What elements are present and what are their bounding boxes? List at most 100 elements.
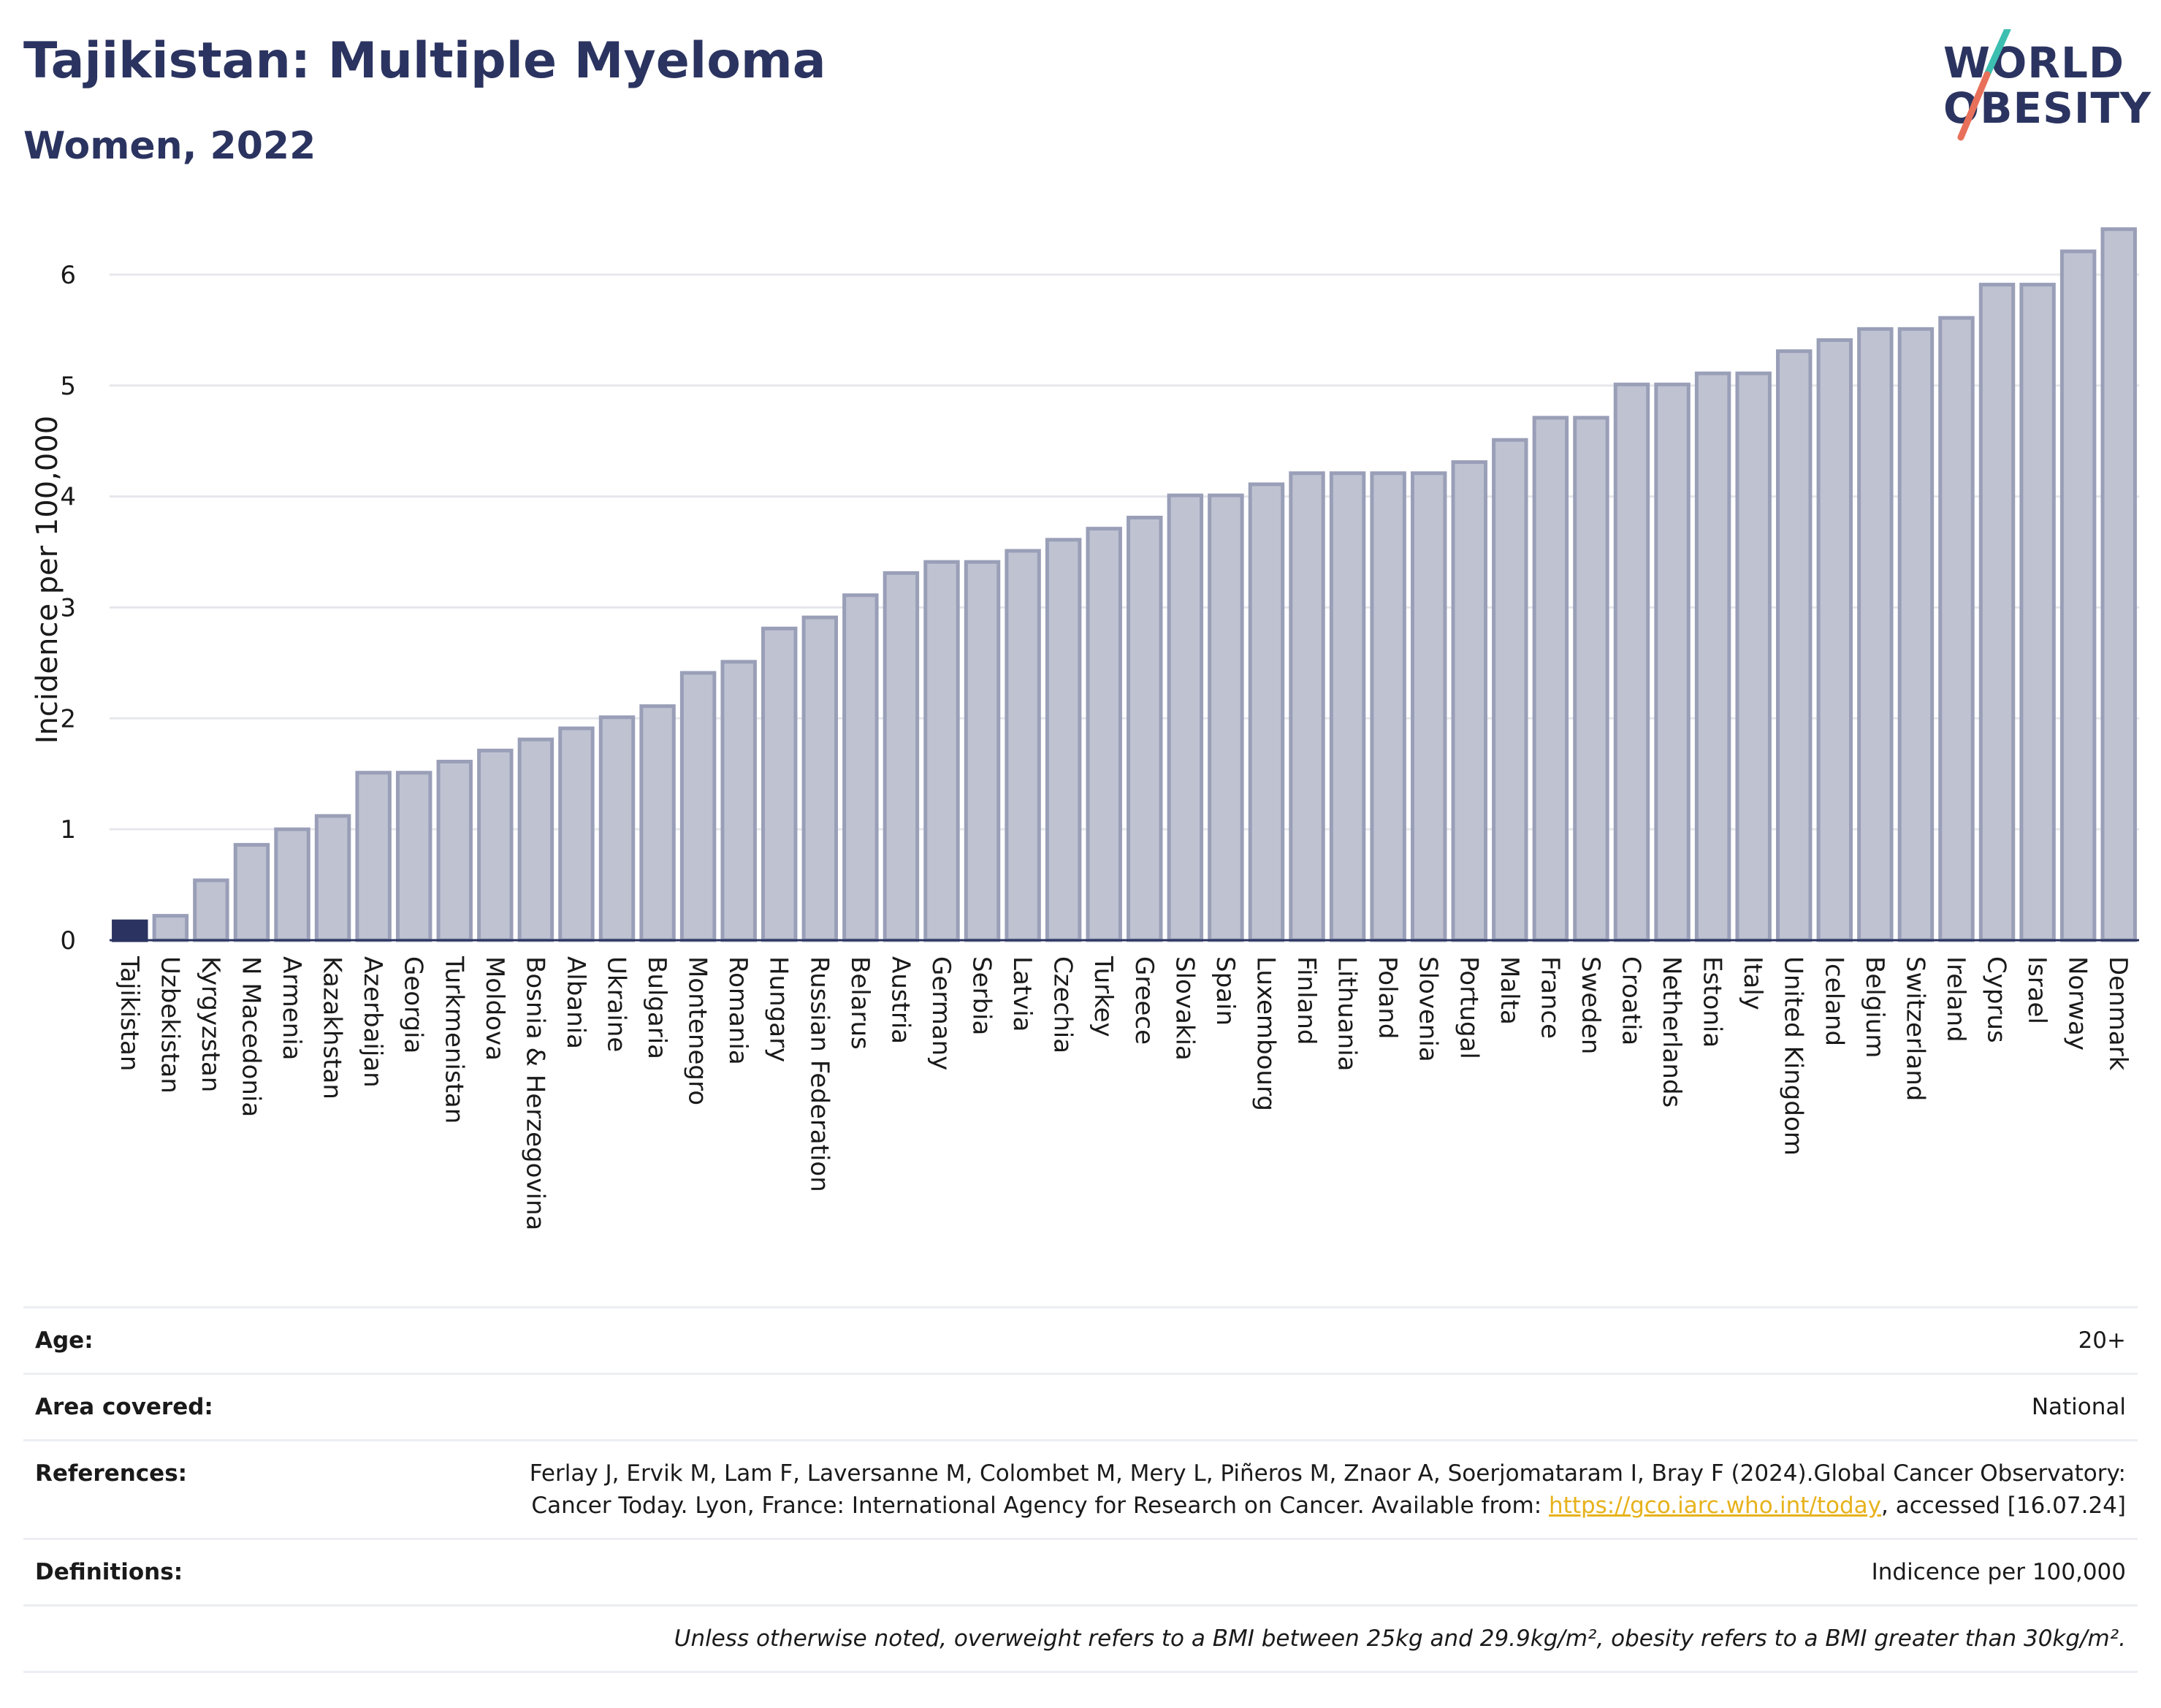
x-tick-label: Austria: [885, 956, 915, 1044]
bar-ireland: [1938, 316, 1975, 942]
references-value: Ferlay J, Ervik M, Lam F, Laversanne M, …: [519, 1457, 2126, 1522]
y-tick-label: 1: [60, 815, 76, 845]
x-tick-label: Poland: [1373, 956, 1402, 1040]
x-axis-labels: Tajikistan Uzbekistan Kyrgyzstan N Macedoni…: [115, 956, 2133, 1230]
x-tick-label: Belgium: [1860, 956, 1889, 1058]
x-tick-label: France: [1535, 956, 1564, 1039]
age-label: Age:: [35, 1327, 94, 1354]
bar-malta: [1492, 438, 1528, 942]
info-table: Age: 20+ Area covered: National Referenc…: [23, 1306, 2138, 1673]
logo-slash-icon: [1957, 29, 2011, 141]
y-tick-label: 4: [60, 483, 76, 512]
bar-poland: [1370, 471, 1406, 942]
bar-bulgaria: [639, 704, 676, 942]
x-tick-label: Montenegro: [683, 956, 712, 1105]
bar-belgium: [1857, 327, 1894, 942]
bar-finland: [1289, 471, 1325, 942]
x-tick-label: Serbia: [967, 956, 996, 1035]
x-tick-label: Belarus: [845, 956, 874, 1050]
bar-latvia: [1005, 549, 1041, 942]
x-tick-label: Malta: [1495, 956, 1524, 1025]
age-row: Age: 20+: [23, 1306, 2138, 1373]
bar-bosnia-herzegovina: [517, 737, 554, 942]
bar-turkey: [1086, 527, 1122, 942]
bar-estonia: [1694, 371, 1731, 942]
references-link[interactable]: https://gco.iarc.who.int/today: [1549, 1492, 1881, 1519]
bar-turkmenistan: [436, 760, 473, 942]
x-tick-label: Ukraine: [602, 956, 631, 1052]
world-obesity-logo: WORLD OBESITY: [1921, 29, 2151, 155]
bar-ukraine: [598, 715, 636, 942]
bar-georgia: [395, 771, 432, 942]
x-tick-label: Kyrgyzstan: [196, 956, 225, 1092]
bar-montenegro: [679, 671, 717, 942]
bar-austria: [883, 571, 920, 942]
references-tail: , accessed [16.07.24]: [1880, 1492, 2126, 1519]
bar-hungary: [761, 626, 798, 942]
x-tick-label: Turkey: [1089, 956, 1118, 1037]
x-tick-label: Finland: [1292, 956, 1321, 1045]
x-tick-label: Kazakhstan: [318, 956, 347, 1099]
references-text: Ferlay J, Ervik M, Lam F, Laversanne M, …: [529, 1460, 2126, 1519]
area-value: National: [2031, 1394, 2126, 1420]
bar-chart: 0 1 2 3 4 5 6 Tajikistan Uzbekistan Kyrgyzstan N …: [31, 227, 2139, 1230]
area-label: Area covered:: [35, 1394, 213, 1420]
bar-romania: [720, 660, 757, 942]
bar-spain: [1208, 493, 1244, 942]
bar-kyrgyzstan: [193, 878, 229, 942]
definitions-label: Definitions:: [35, 1559, 183, 1585]
x-tick-label: Sweden: [1576, 956, 1605, 1054]
x-tick-label: Greece: [1129, 956, 1159, 1045]
bar-azerbaijan: [355, 771, 392, 942]
x-tick-label: Romania: [723, 956, 752, 1065]
x-tick-label: N Macedonia: [236, 956, 265, 1117]
bar-croatia: [1613, 382, 1650, 942]
references-label: References:: [35, 1460, 188, 1487]
x-tick-label: Azerbaijan: [358, 956, 387, 1088]
x-tick-label: Armenia: [277, 956, 306, 1061]
bar-czechia: [1045, 538, 1082, 942]
bar-slovenia: [1410, 471, 1447, 942]
bar-netherlands: [1654, 382, 1691, 942]
x-tick-label: Lithuania: [1333, 956, 1362, 1071]
x-tick-label: Portugal: [1454, 956, 1483, 1059]
x-tick-label: Iceland: [1819, 956, 1848, 1046]
bar-israel: [2019, 283, 2056, 942]
x-tick-label: Albania: [561, 956, 590, 1049]
area-row: Area covered: National: [23, 1373, 2138, 1439]
bar-germany: [923, 560, 960, 942]
x-tick-label: Bosnia & Herzegovina: [520, 956, 549, 1230]
bar-luxembourg: [1248, 482, 1285, 942]
x-tick-label: Estonia: [1698, 956, 1727, 1048]
references-row: References: Ferlay J, Ervik M, Lam F, La…: [23, 1439, 2138, 1538]
x-tick-label: Turkmenistan: [439, 956, 468, 1124]
y-tick-label: 2: [60, 704, 76, 733]
x-tick-label: Ireland: [1941, 956, 1970, 1042]
bar-italy: [1735, 371, 1772, 942]
bar-slovakia: [1167, 493, 1204, 942]
bar-france: [1532, 416, 1569, 942]
bar-lithuania: [1329, 471, 1366, 942]
bar-norway: [2059, 249, 2097, 942]
y-axis-ticks: 0 1 2 3 4 5 6: [60, 261, 76, 956]
x-tick-label: Spain: [1211, 956, 1240, 1026]
definitions-row: Definitions: Indicence per 100,000: [23, 1538, 2138, 1604]
bar-iceland: [1816, 338, 1853, 942]
x-tick-label: Switzerland: [1900, 956, 1929, 1101]
y-tick-label: 5: [60, 372, 76, 401]
x-tick-label: Georgia: [399, 956, 428, 1053]
note-row: Unless otherwise noted, overweight refer…: [23, 1604, 2138, 1673]
x-tick-label: United Kingdom: [1779, 956, 1808, 1156]
x-tick-label: Slovakia: [1170, 956, 1199, 1061]
bar-tajikistan: [112, 919, 148, 942]
bar-united-kingdom: [1776, 349, 1813, 942]
y-tick-label: 0: [60, 926, 76, 956]
bar-uzbekistan: [152, 914, 189, 942]
y-tick-label: 6: [60, 261, 76, 290]
x-tick-label: Croatia: [1617, 956, 1646, 1045]
logo-line-1: WORLD: [1943, 38, 2125, 88]
bar-n-macedonia: [233, 842, 270, 942]
bar-serbia: [964, 560, 1001, 942]
x-tick-label: Italy: [1738, 956, 1767, 1010]
bar-armenia: [274, 827, 310, 942]
